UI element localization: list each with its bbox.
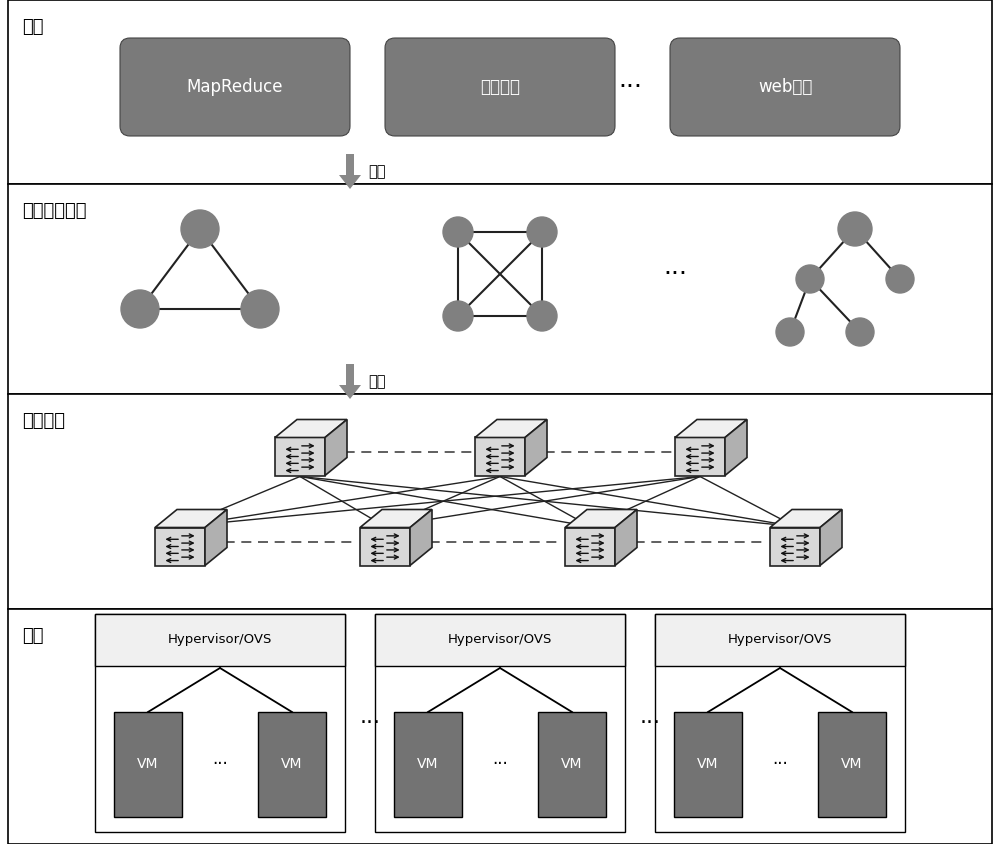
Polygon shape (725, 419, 747, 475)
Circle shape (443, 301, 473, 331)
Bar (8, 184, 992, 394)
Polygon shape (339, 175, 361, 189)
Text: 应用: 应用 (22, 18, 44, 36)
Polygon shape (360, 510, 432, 528)
Bar (8, 394, 992, 609)
Bar (394, 712, 462, 817)
Polygon shape (475, 437, 525, 475)
Bar (655, 614, 905, 666)
Text: VM: VM (841, 758, 863, 771)
Text: ···: ··· (640, 713, 660, 733)
Circle shape (527, 301, 557, 331)
Polygon shape (820, 510, 842, 565)
Bar (8, 0, 992, 184)
Bar (375, 614, 625, 666)
Text: 抽象: 抽象 (368, 164, 386, 179)
Polygon shape (275, 419, 347, 437)
Bar (674, 712, 742, 817)
Text: 节点通信关系: 节点通信关系 (22, 202, 87, 220)
Polygon shape (675, 419, 747, 437)
Text: MapReduce: MapReduce (187, 78, 283, 96)
Polygon shape (770, 510, 842, 528)
Polygon shape (615, 510, 637, 565)
Text: Hypervisor/OVS: Hypervisor/OVS (728, 634, 832, 647)
Text: ···: ··· (772, 755, 788, 773)
Circle shape (241, 290, 279, 328)
Polygon shape (155, 510, 227, 528)
Text: ···: ··· (492, 755, 508, 773)
Text: VM: VM (137, 758, 159, 771)
Polygon shape (155, 528, 205, 565)
Polygon shape (360, 528, 410, 565)
Text: ···: ··· (663, 262, 687, 286)
Text: 映射: 映射 (368, 374, 386, 389)
Circle shape (886, 265, 914, 293)
Polygon shape (675, 437, 725, 475)
Circle shape (796, 265, 824, 293)
Text: VM: VM (561, 758, 583, 771)
Polygon shape (410, 510, 432, 565)
Bar (346, 154, 354, 175)
Polygon shape (565, 528, 615, 565)
Bar (538, 712, 606, 817)
Circle shape (121, 290, 159, 328)
Circle shape (181, 210, 219, 248)
Polygon shape (275, 437, 325, 475)
Polygon shape (325, 419, 347, 475)
Polygon shape (525, 419, 547, 475)
Polygon shape (475, 419, 547, 437)
Bar (95, 614, 345, 832)
Bar (375, 614, 625, 832)
Circle shape (443, 217, 473, 247)
Text: VM: VM (417, 758, 439, 771)
Text: VM: VM (697, 758, 719, 771)
Text: web服务: web服务 (758, 78, 812, 96)
Polygon shape (565, 510, 637, 528)
Text: 主机: 主机 (22, 627, 44, 645)
Circle shape (846, 318, 874, 346)
Text: VM: VM (281, 758, 303, 771)
FancyBboxPatch shape (120, 38, 350, 136)
Text: 物理网络: 物理网络 (22, 412, 65, 430)
Bar (95, 614, 345, 666)
Polygon shape (339, 385, 361, 399)
Circle shape (527, 217, 557, 247)
Text: Hypervisor/OVS: Hypervisor/OVS (448, 634, 552, 647)
Bar (258, 712, 326, 817)
Text: ···: ··· (618, 75, 642, 99)
FancyBboxPatch shape (385, 38, 615, 136)
Polygon shape (770, 528, 820, 565)
Bar (114, 712, 182, 817)
Circle shape (838, 212, 872, 246)
Text: Hypervisor/OVS: Hypervisor/OVS (168, 634, 272, 647)
FancyBboxPatch shape (670, 38, 900, 136)
Bar (346, 364, 354, 385)
Bar (655, 614, 905, 832)
Bar (818, 712, 886, 817)
Text: ···: ··· (360, 713, 380, 733)
Text: ···: ··· (212, 755, 228, 773)
Polygon shape (205, 510, 227, 565)
Bar (8, 609, 992, 844)
Circle shape (776, 318, 804, 346)
Text: 推荐系统: 推荐系统 (480, 78, 520, 96)
